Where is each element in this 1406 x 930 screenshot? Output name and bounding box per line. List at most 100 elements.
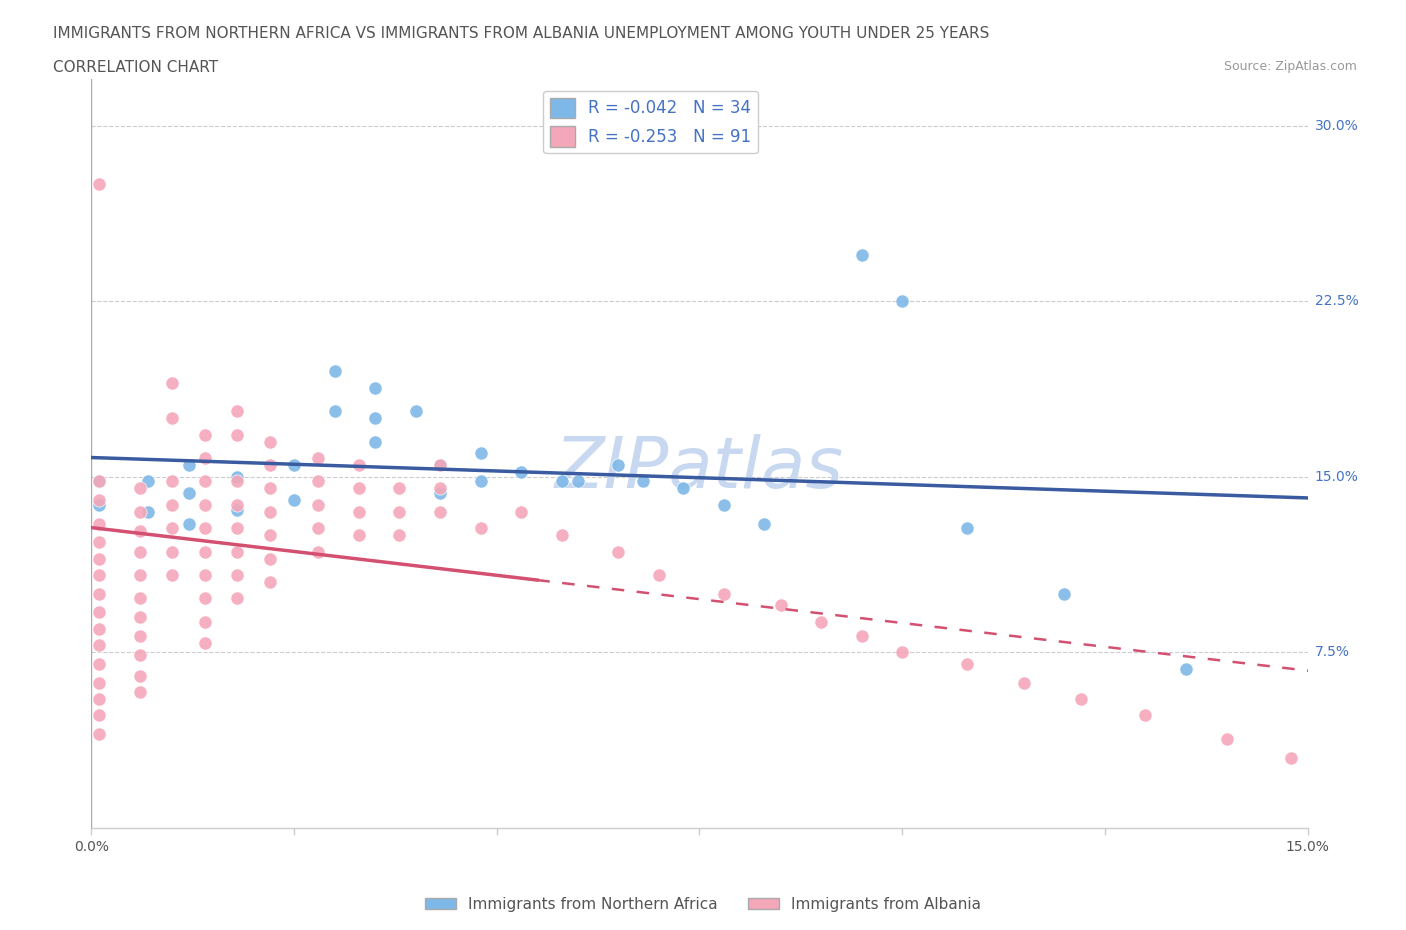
Point xyxy=(388,528,411,543)
Point xyxy=(307,521,329,536)
Point xyxy=(388,481,411,496)
Point xyxy=(607,544,630,559)
Point xyxy=(129,610,152,625)
Point xyxy=(259,575,281,590)
Point xyxy=(607,458,630,472)
Point xyxy=(754,516,776,531)
Point xyxy=(307,451,329,466)
Text: CORRELATION CHART: CORRELATION CHART xyxy=(53,60,218,75)
Point xyxy=(194,474,217,489)
Point xyxy=(226,470,249,485)
Point xyxy=(429,458,451,472)
Point xyxy=(129,524,152,538)
Point xyxy=(388,504,411,519)
Point xyxy=(194,427,217,442)
Point xyxy=(323,404,346,418)
Point xyxy=(129,504,152,519)
Point xyxy=(956,521,979,536)
Point xyxy=(259,528,281,543)
Point xyxy=(307,544,329,559)
Point xyxy=(89,474,111,489)
Point xyxy=(89,586,111,601)
Point xyxy=(89,474,111,489)
Point xyxy=(347,528,370,543)
Point xyxy=(89,535,111,550)
Legend: Immigrants from Northern Africa, Immigrants from Albania: Immigrants from Northern Africa, Immigra… xyxy=(419,891,987,918)
Point xyxy=(162,376,184,391)
Point xyxy=(1053,586,1076,601)
Point xyxy=(89,638,111,653)
Point xyxy=(226,404,249,418)
Point xyxy=(129,684,152,699)
Point xyxy=(769,598,792,613)
Point xyxy=(283,493,305,508)
Point xyxy=(136,504,159,519)
Point xyxy=(1012,675,1035,690)
Point xyxy=(194,635,217,650)
Point xyxy=(891,644,914,659)
Point xyxy=(226,544,249,559)
Point xyxy=(226,521,249,536)
Text: IMMIGRANTS FROM NORTHERN AFRICA VS IMMIGRANTS FROM ALBANIA UNEMPLOYMENT AMONG YO: IMMIGRANTS FROM NORTHERN AFRICA VS IMMIG… xyxy=(53,26,990,41)
Point xyxy=(162,544,184,559)
Point xyxy=(226,567,249,582)
Point xyxy=(162,411,184,426)
Point xyxy=(194,567,217,582)
Point xyxy=(226,498,249,512)
Point xyxy=(129,481,152,496)
Point xyxy=(364,434,387,449)
Point xyxy=(713,586,735,601)
Text: Source: ZipAtlas.com: Source: ZipAtlas.com xyxy=(1223,60,1357,73)
Point xyxy=(648,567,671,582)
Point xyxy=(510,504,533,519)
Point xyxy=(162,567,184,582)
Text: 22.5%: 22.5% xyxy=(1315,294,1358,309)
Point xyxy=(429,504,451,519)
Point xyxy=(89,708,111,723)
Point xyxy=(89,657,111,671)
Point xyxy=(162,498,184,512)
Point xyxy=(307,498,329,512)
Point xyxy=(89,726,111,741)
Point xyxy=(347,481,370,496)
Point xyxy=(364,411,387,426)
Point xyxy=(194,451,217,466)
Point xyxy=(429,485,451,500)
Point xyxy=(89,516,111,531)
Point xyxy=(1215,731,1237,746)
Point xyxy=(259,434,281,449)
Point xyxy=(1279,751,1302,765)
Point xyxy=(851,247,873,262)
Point xyxy=(226,474,249,489)
Point xyxy=(129,567,152,582)
Point xyxy=(226,591,249,605)
Point xyxy=(89,498,111,512)
Text: 15.0%: 15.0% xyxy=(1315,470,1358,484)
Text: ZIPatlas: ZIPatlas xyxy=(555,434,844,503)
Point xyxy=(851,629,873,644)
Point xyxy=(177,458,200,472)
Point xyxy=(194,615,217,630)
Point xyxy=(283,458,305,472)
Point xyxy=(956,657,979,671)
Point xyxy=(129,647,152,662)
Point xyxy=(89,177,111,192)
Point xyxy=(136,474,159,489)
Point xyxy=(347,458,370,472)
Point xyxy=(162,521,184,536)
Point xyxy=(470,445,492,460)
Point xyxy=(129,629,152,644)
Point xyxy=(347,504,370,519)
Point xyxy=(89,493,111,508)
Point xyxy=(713,498,735,512)
Point xyxy=(672,481,695,496)
Point xyxy=(891,294,914,309)
Point xyxy=(89,551,111,566)
Point xyxy=(259,504,281,519)
Point xyxy=(89,692,111,707)
Point xyxy=(89,605,111,620)
Text: 30.0%: 30.0% xyxy=(1315,119,1358,133)
Point xyxy=(429,458,451,472)
Point xyxy=(405,404,427,418)
Point xyxy=(567,474,589,489)
